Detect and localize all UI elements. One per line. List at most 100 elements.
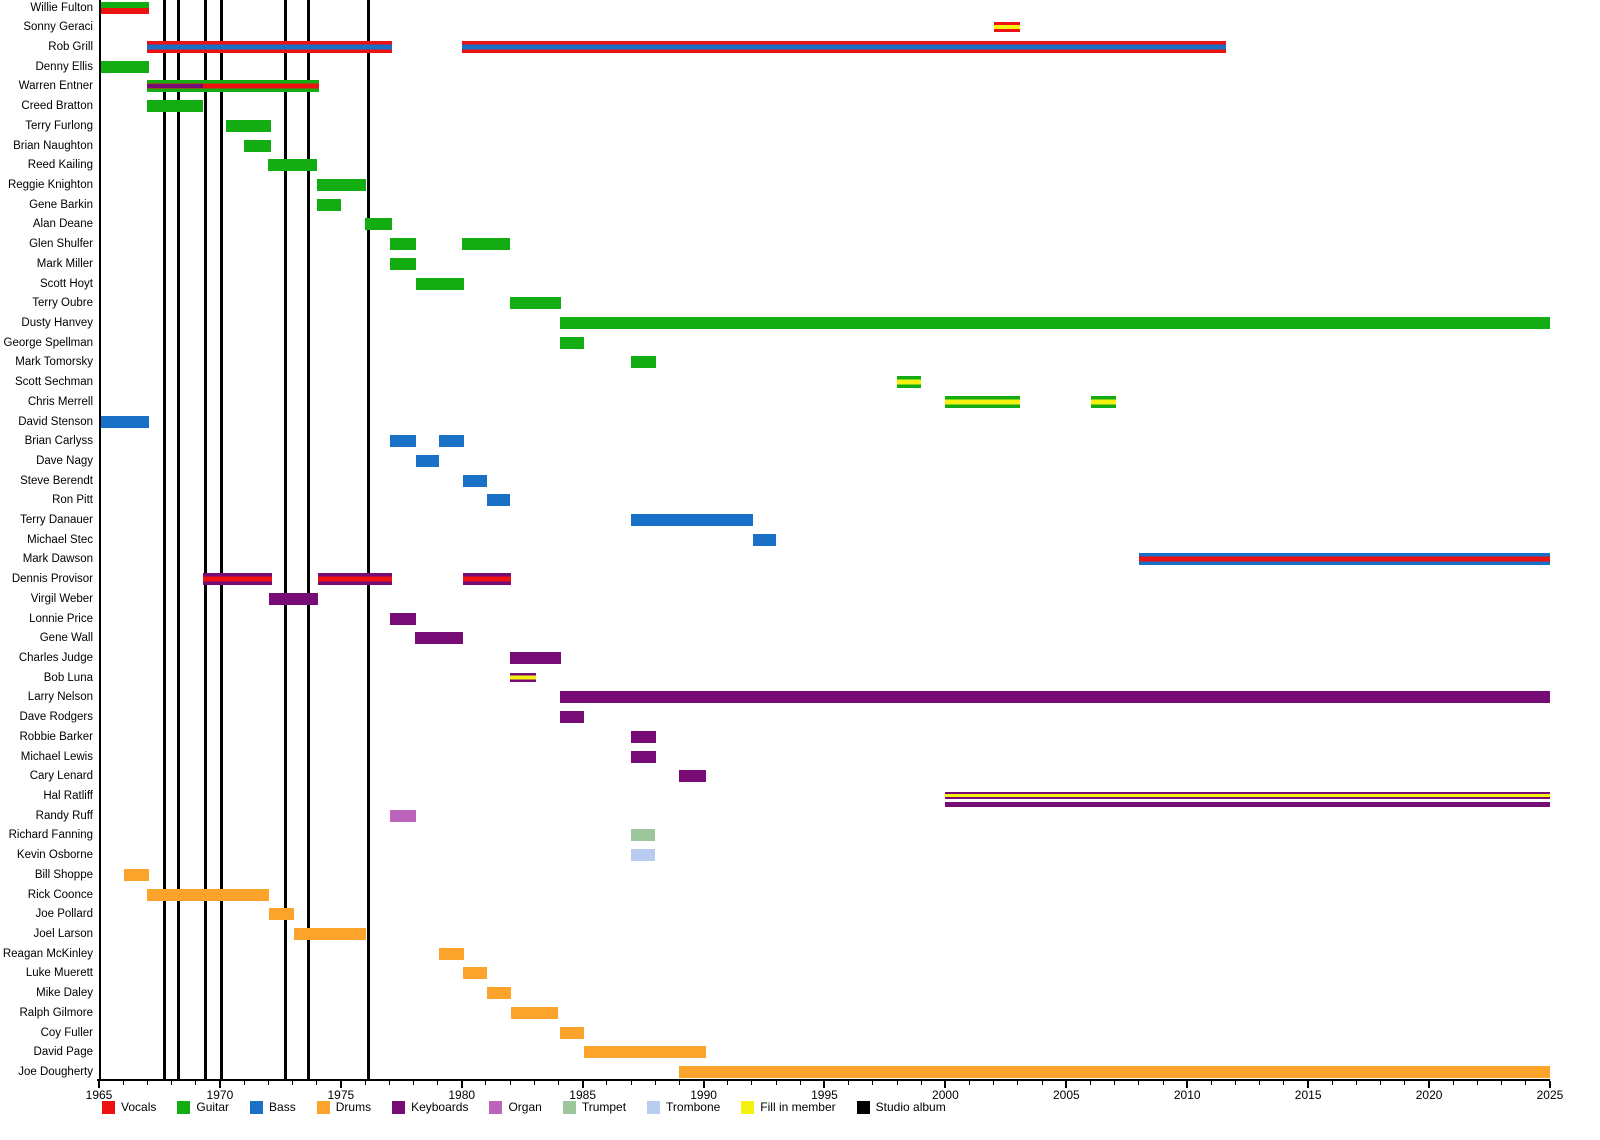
axis-tick-label: 1970 <box>206 1088 234 1102</box>
legend-label: Bass <box>269 1100 296 1114</box>
axis-minor-tick <box>364 1081 366 1085</box>
timeline-bar <box>101 415 149 428</box>
axis-minor-tick <box>1525 1081 1527 1085</box>
member-name-label: Scott Hoyt <box>39 277 93 290</box>
timeline-bar <box>269 908 294 921</box>
member-name-label: Joe Dougherty <box>18 1065 93 1078</box>
legend-item: Organ <box>489 1100 542 1114</box>
axis-minor-tick <box>171 1081 173 1085</box>
timeline-bar <box>147 41 392 54</box>
legend-swatch-keyboards <box>392 1100 406 1114</box>
legend-label: Trombone <box>666 1100 721 1114</box>
member-name-label: Rick Coonce <box>27 888 93 901</box>
axis-major-tick <box>581 1081 584 1088</box>
timeline-bar <box>631 514 754 527</box>
legend-item: Guitar <box>177 1100 229 1114</box>
member-name-label: Warren Entner <box>18 80 93 93</box>
legend: Vocals Guitar Bass Drums Keyboards Organ Trump… <box>102 1100 946 1114</box>
member-name-label: Kevin Osborne <box>16 849 93 862</box>
axis-tick-label: 1995 <box>811 1088 838 1102</box>
timeline-bar <box>679 1065 1550 1078</box>
x-axis-line <box>97 1079 1550 1081</box>
timeline-bar <box>225 119 271 132</box>
timeline-bar <box>147 80 320 93</box>
member-name-label: Alan Deane <box>32 218 93 231</box>
member-name-label: Gene Wall <box>39 632 93 645</box>
axis-minor-tick <box>1041 1081 1043 1085</box>
axis-major-tick <box>98 1081 100 1088</box>
axis-minor-tick <box>1017 1081 1019 1085</box>
timeline-bar <box>679 770 706 783</box>
axis-minor-tick <box>1138 1081 1140 1085</box>
timeline-bar <box>438 435 465 448</box>
axis-minor-tick <box>1162 1081 1164 1085</box>
timeline-bar <box>631 356 657 369</box>
axis-major-tick <box>944 1081 947 1088</box>
timeline-bar <box>147 100 203 113</box>
timeline-bar <box>268 159 317 172</box>
timeline-bar <box>631 750 657 763</box>
axis-minor-tick <box>848 1081 850 1085</box>
legend-label: Organ <box>508 1100 542 1114</box>
member-name-label: Reggie Knighton <box>7 178 93 191</box>
member-name-label: Lonnie Price <box>29 612 93 625</box>
axis-tick-label: 2005 <box>1052 1088 1080 1102</box>
member-name-label: Dusty Hanvey <box>21 316 93 329</box>
axis-minor-tick <box>1501 1081 1503 1085</box>
axis-minor-tick <box>751 1081 753 1085</box>
member-name-label: Ralph Gilmore <box>19 1006 94 1019</box>
member-name-label: Dave Nagy <box>36 454 93 467</box>
studio-album-line <box>306 0 310 1079</box>
timeline-bar <box>631 849 656 862</box>
member-name-label: Sonny Geraci <box>23 21 93 34</box>
axis-minor-tick <box>557 1081 559 1085</box>
axis-minor-tick <box>1090 1081 1091 1085</box>
timeline-bar <box>244 139 271 152</box>
timeline-bar <box>487 494 511 507</box>
legend-swatch-studio-album <box>856 1100 870 1114</box>
member-name-label: Glen Shulfer <box>29 238 93 251</box>
member-name-label: Joe Pollard <box>35 908 93 921</box>
member-name-label: Ron Pitt <box>52 494 93 507</box>
legend-label: Guitar <box>196 1100 230 1114</box>
axis-minor-tick <box>122 1081 124 1085</box>
member-name-label: Scott Sechman <box>15 376 93 389</box>
member-name-label: Creed Bratton <box>21 100 93 113</box>
legend-item: Bass <box>250 1100 296 1114</box>
timeline-bar <box>101 1 149 14</box>
member-name-label: Bill Shoppe <box>34 868 93 881</box>
axis-minor-tick <box>799 1081 801 1085</box>
timeline-bar <box>317 573 392 586</box>
timeline-bar <box>583 1046 706 1059</box>
timeline-bar <box>559 1026 584 1039</box>
member-name-label: Willie Fulton <box>30 1 93 14</box>
member-name-label: Chris Merrell <box>27 395 93 408</box>
axis-minor-tick <box>920 1081 922 1085</box>
axis-minor-tick <box>678 1081 680 1085</box>
member-name-label: Richard Fanning <box>8 829 93 842</box>
axis-minor-tick <box>195 1081 197 1085</box>
member-name-label: Terry Oubre <box>32 297 93 310</box>
legend-swatch-vocals <box>102 1100 115 1114</box>
timeline-bar <box>461 238 511 251</box>
timeline-bar <box>559 316 1550 329</box>
timeline-bar <box>147 84 203 89</box>
axis-tick-label: 2015 <box>1294 1088 1322 1102</box>
axis-minor-tick <box>872 1081 874 1085</box>
timeline-bar <box>390 238 416 251</box>
axis-minor-tick <box>969 1081 971 1085</box>
axis-minor-tick <box>316 1081 318 1085</box>
member-name-label: Gene Barkin <box>29 198 93 211</box>
timeline-bar <box>993 22 1021 33</box>
timeline-bar <box>631 730 657 743</box>
axis-minor-tick <box>727 1081 729 1085</box>
axis-minor-tick <box>243 1081 245 1085</box>
member-name-label: Randy Ruff <box>35 809 93 822</box>
axis-tick-label: 1965 <box>85 1088 113 1102</box>
legend-swatch-trumpet <box>562 1100 576 1114</box>
member-name-label: Rob Grill <box>48 41 93 54</box>
timeline-bar <box>390 809 416 822</box>
member-name-label: Mike Daley <box>36 987 93 1000</box>
legend-item: Trumpet <box>562 1100 626 1114</box>
axis-tick-label: 1985 <box>569 1088 596 1102</box>
